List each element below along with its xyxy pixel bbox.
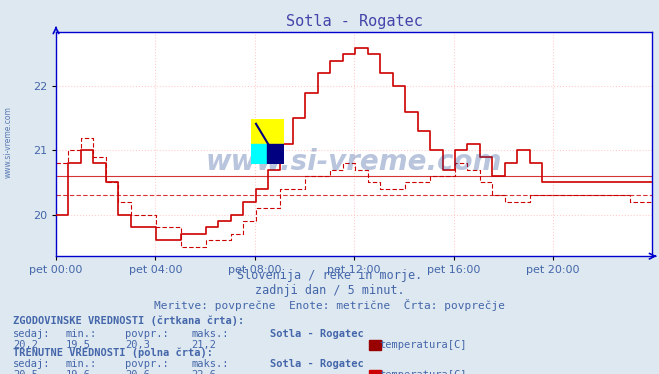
Text: 19,6: 19,6: [66, 370, 91, 374]
Text: povpr.:: povpr.:: [125, 359, 169, 369]
Text: 20,6: 20,6: [125, 370, 150, 374]
Text: 21,2: 21,2: [191, 340, 216, 350]
Text: sedaj:: sedaj:: [13, 329, 51, 338]
Text: 22,6: 22,6: [191, 370, 216, 374]
Text: 20,2: 20,2: [13, 340, 38, 350]
Text: 19,5: 19,5: [66, 340, 91, 350]
Text: www.si-vreme.com: www.si-vreme.com: [206, 148, 502, 176]
Text: 20,5: 20,5: [13, 370, 38, 374]
Text: ZGODOVINSKE VREDNOSTI (črtkana črta):: ZGODOVINSKE VREDNOSTI (črtkana črta):: [13, 315, 244, 325]
Polygon shape: [268, 144, 284, 164]
Text: Sotla - Rogatec: Sotla - Rogatec: [270, 329, 364, 338]
Text: maks.:: maks.:: [191, 359, 229, 369]
Text: sedaj:: sedaj:: [13, 359, 51, 369]
Text: Meritve: povprečne  Enote: metrične  Črta: povprečje: Meritve: povprečne Enote: metrične Črta:…: [154, 298, 505, 310]
Text: Sotla - Rogatec: Sotla - Rogatec: [270, 359, 364, 369]
Polygon shape: [251, 144, 268, 164]
Text: temperatura[C]: temperatura[C]: [379, 340, 467, 350]
Text: min.:: min.:: [66, 329, 97, 338]
Title: Sotla - Rogatec: Sotla - Rogatec: [286, 14, 422, 29]
Text: 20,3: 20,3: [125, 340, 150, 350]
Text: TRENUTNE VREDNOSTI (polna črta):: TRENUTNE VREDNOSTI (polna črta):: [13, 347, 213, 358]
Text: www.si-vreme.com: www.si-vreme.com: [3, 106, 13, 178]
Text: temperatura[C]: temperatura[C]: [379, 370, 467, 374]
Polygon shape: [251, 119, 284, 144]
Text: min.:: min.:: [66, 359, 97, 369]
Text: Slovenija / reke in morje.: Slovenija / reke in morje.: [237, 269, 422, 282]
Text: maks.:: maks.:: [191, 329, 229, 338]
Text: povpr.:: povpr.:: [125, 329, 169, 338]
Text: zadnji dan / 5 minut.: zadnji dan / 5 minut.: [254, 283, 405, 297]
